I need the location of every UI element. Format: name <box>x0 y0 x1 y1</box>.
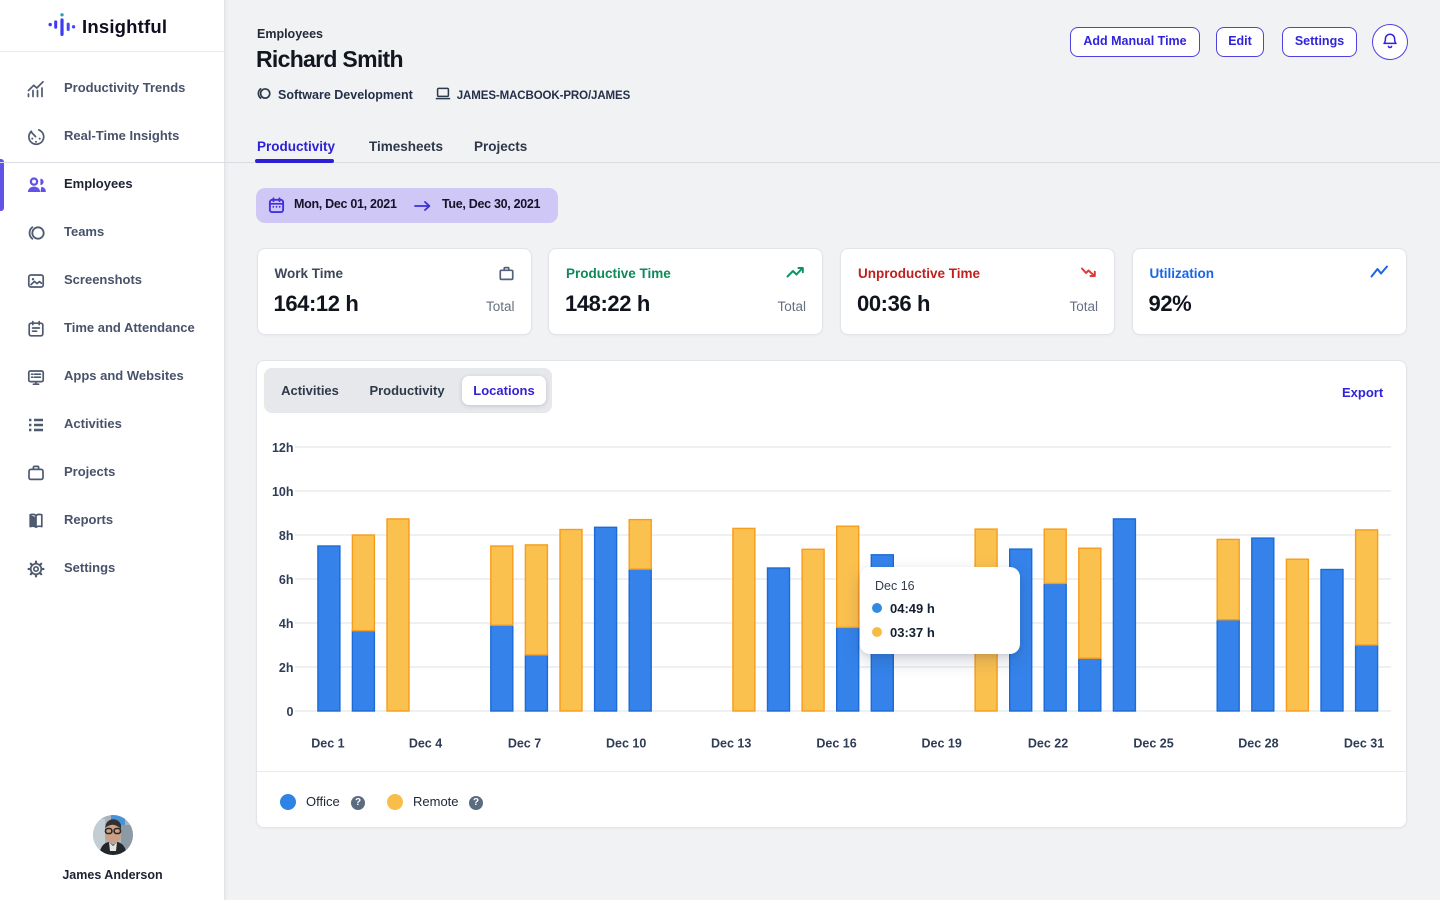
svg-text:Dec 28: Dec 28 <box>1238 737 1278 751</box>
svg-text:Dec 10: Dec 10 <box>606 737 646 751</box>
svg-text:8h: 8h <box>279 529 294 543</box>
svg-text:Dec 31: Dec 31 <box>1344 737 1384 751</box>
svg-text:12h: 12h <box>272 441 294 455</box>
svg-text:Dec 1: Dec 1 <box>311 737 344 751</box>
svg-text:0: 0 <box>287 705 294 719</box>
svg-text:Dec 16: Dec 16 <box>816 737 856 751</box>
svg-text:2h: 2h <box>279 661 294 675</box>
svg-text:Dec 4: Dec 4 <box>409 737 442 751</box>
svg-text:Dec 13: Dec 13 <box>711 737 751 751</box>
svg-text:6h: 6h <box>279 573 294 587</box>
svg-text:10h: 10h <box>272 485 294 499</box>
svg-text:Dec 25: Dec 25 <box>1133 737 1173 751</box>
svg-text:4h: 4h <box>279 617 294 631</box>
svg-text:Dec 7: Dec 7 <box>508 737 541 751</box>
svg-text:Dec 22: Dec 22 <box>1028 737 1068 751</box>
svg-text:Dec 19: Dec 19 <box>922 737 962 751</box>
